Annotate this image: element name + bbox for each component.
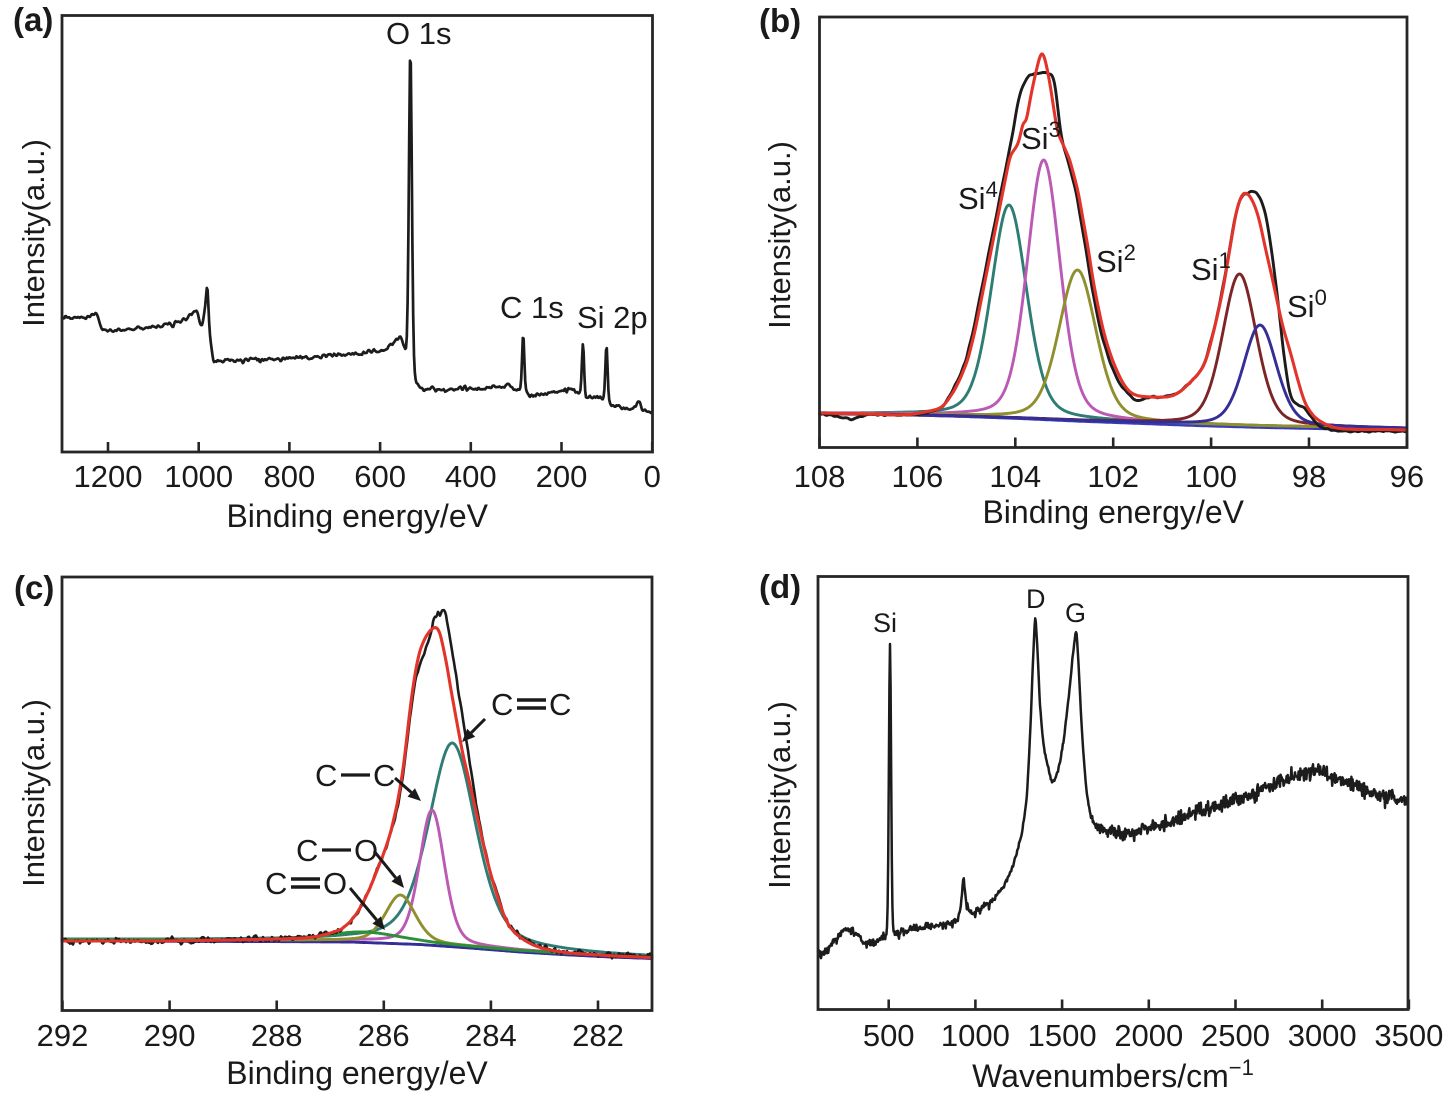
- svg-text:C: C: [265, 866, 287, 901]
- svg-text:800: 800: [264, 459, 316, 494]
- svg-text:Binding energy/eV: Binding energy/eV: [226, 1055, 488, 1091]
- svg-text:O: O: [323, 866, 347, 901]
- svg-text:(d): (d): [759, 568, 801, 605]
- svg-text:C: C: [373, 758, 395, 793]
- svg-text:(b): (b): [759, 2, 801, 39]
- svg-text:Wavenumbers/cm−1: Wavenumbers/cm−1: [972, 1055, 1254, 1094]
- svg-text:C: C: [296, 833, 318, 868]
- svg-text:600: 600: [354, 459, 406, 494]
- svg-text:Binding energy/eV: Binding energy/eV: [982, 494, 1244, 530]
- svg-text:102: 102: [1087, 459, 1139, 494]
- svg-text:C 1s: C 1s: [500, 290, 564, 325]
- svg-text:292: 292: [37, 1018, 89, 1053]
- svg-text:Si 2p: Si 2p: [577, 300, 648, 335]
- svg-text:Intensity(a.u.): Intensity(a.u.): [16, 139, 51, 327]
- svg-text:2500: 2500: [1201, 1018, 1270, 1053]
- svg-text:108: 108: [794, 459, 846, 494]
- svg-text:282: 282: [572, 1018, 624, 1053]
- svg-text:Intensity(a.u.): Intensity(a.u.): [16, 699, 51, 887]
- svg-text:Intensity(a.u.): Intensity(a.u.): [762, 701, 797, 889]
- svg-text:2000: 2000: [1114, 1018, 1183, 1053]
- svg-text:286: 286: [358, 1018, 410, 1053]
- svg-text:0: 0: [644, 459, 661, 494]
- svg-text:288: 288: [251, 1018, 303, 1053]
- svg-text:(a): (a): [13, 1, 53, 38]
- svg-text:1500: 1500: [1028, 1018, 1097, 1053]
- svg-text:Si: Si: [873, 608, 897, 638]
- svg-text:200: 200: [536, 459, 588, 494]
- svg-text:3000: 3000: [1288, 1018, 1357, 1053]
- svg-text:98: 98: [1292, 459, 1326, 494]
- svg-text:96: 96: [1390, 459, 1424, 494]
- svg-text:C: C: [491, 687, 513, 722]
- svg-text:106: 106: [892, 459, 944, 494]
- svg-text:290: 290: [144, 1018, 196, 1053]
- svg-text:1000: 1000: [164, 459, 233, 494]
- svg-text:G: G: [1065, 598, 1086, 628]
- svg-text:104: 104: [989, 459, 1041, 494]
- svg-text:3500: 3500: [1374, 1018, 1443, 1053]
- svg-text:Intensity(a.u.): Intensity(a.u.): [762, 141, 797, 329]
- svg-text:500: 500: [863, 1018, 915, 1053]
- svg-text:(c): (c): [14, 569, 54, 606]
- svg-text:100: 100: [1185, 459, 1237, 494]
- svg-text:C: C: [549, 687, 571, 722]
- svg-text:C: C: [315, 758, 337, 793]
- svg-text:284: 284: [465, 1018, 517, 1053]
- svg-text:D: D: [1026, 584, 1046, 614]
- svg-text:400: 400: [445, 459, 497, 494]
- svg-text:1200: 1200: [74, 459, 143, 494]
- svg-text:O 1s: O 1s: [386, 16, 451, 51]
- svg-text:1000: 1000: [941, 1018, 1010, 1053]
- svg-text:O: O: [354, 833, 378, 868]
- svg-text:Binding energy/eV: Binding energy/eV: [226, 498, 488, 534]
